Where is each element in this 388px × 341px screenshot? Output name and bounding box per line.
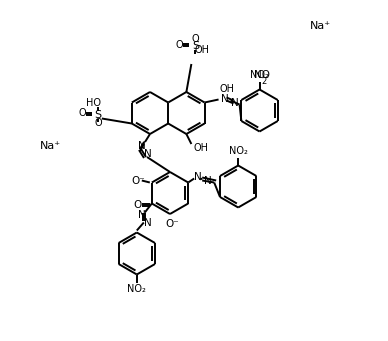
Text: O⁻: O⁻ [165, 219, 179, 229]
Text: O: O [175, 40, 183, 50]
Text: S: S [94, 109, 101, 119]
Text: NO₂: NO₂ [127, 283, 146, 294]
Text: O⁻: O⁻ [131, 176, 145, 186]
Text: O: O [78, 108, 86, 119]
Text: N: N [144, 149, 152, 159]
Text: N: N [138, 141, 146, 151]
Text: Na⁺: Na⁺ [310, 21, 331, 31]
Text: OH: OH [193, 143, 208, 153]
Text: N: N [144, 219, 152, 228]
Text: Na⁺: Na⁺ [40, 141, 61, 151]
Text: NO₂: NO₂ [250, 71, 269, 80]
Text: N: N [204, 176, 212, 186]
Text: NO: NO [254, 70, 270, 79]
Text: N: N [221, 93, 229, 104]
Text: NO₂: NO₂ [229, 147, 248, 157]
Text: O: O [134, 201, 142, 210]
Text: O: O [94, 119, 102, 129]
Text: 2: 2 [262, 77, 267, 86]
Text: OH: OH [194, 45, 210, 55]
Text: HO: HO [86, 98, 101, 107]
Text: OH: OH [220, 84, 235, 93]
Text: N: N [231, 98, 239, 107]
Text: O: O [192, 34, 199, 44]
Text: N: N [138, 210, 146, 221]
Text: N: N [194, 173, 202, 182]
Text: S: S [192, 41, 199, 51]
